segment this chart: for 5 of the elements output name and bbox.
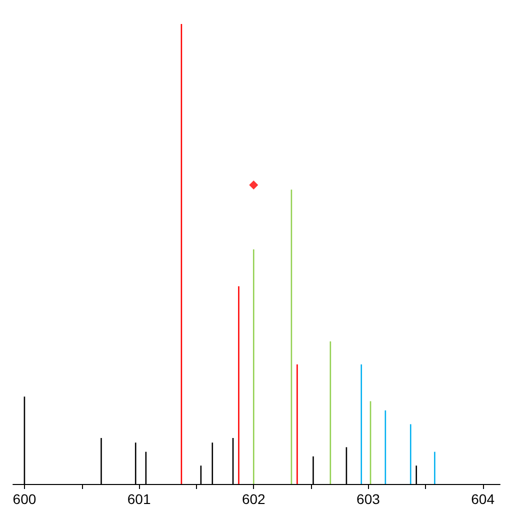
x-tick-label: 600 xyxy=(12,491,36,507)
x-tick-label: 602 xyxy=(242,491,266,507)
x-tick-label: 601 xyxy=(127,491,151,507)
x-tick-label: 604 xyxy=(471,491,495,507)
x-tick-label: 603 xyxy=(356,491,380,507)
